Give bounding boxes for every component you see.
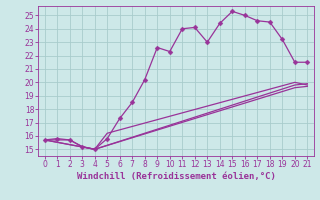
X-axis label: Windchill (Refroidissement éolien,°C): Windchill (Refroidissement éolien,°C) <box>76 172 276 181</box>
